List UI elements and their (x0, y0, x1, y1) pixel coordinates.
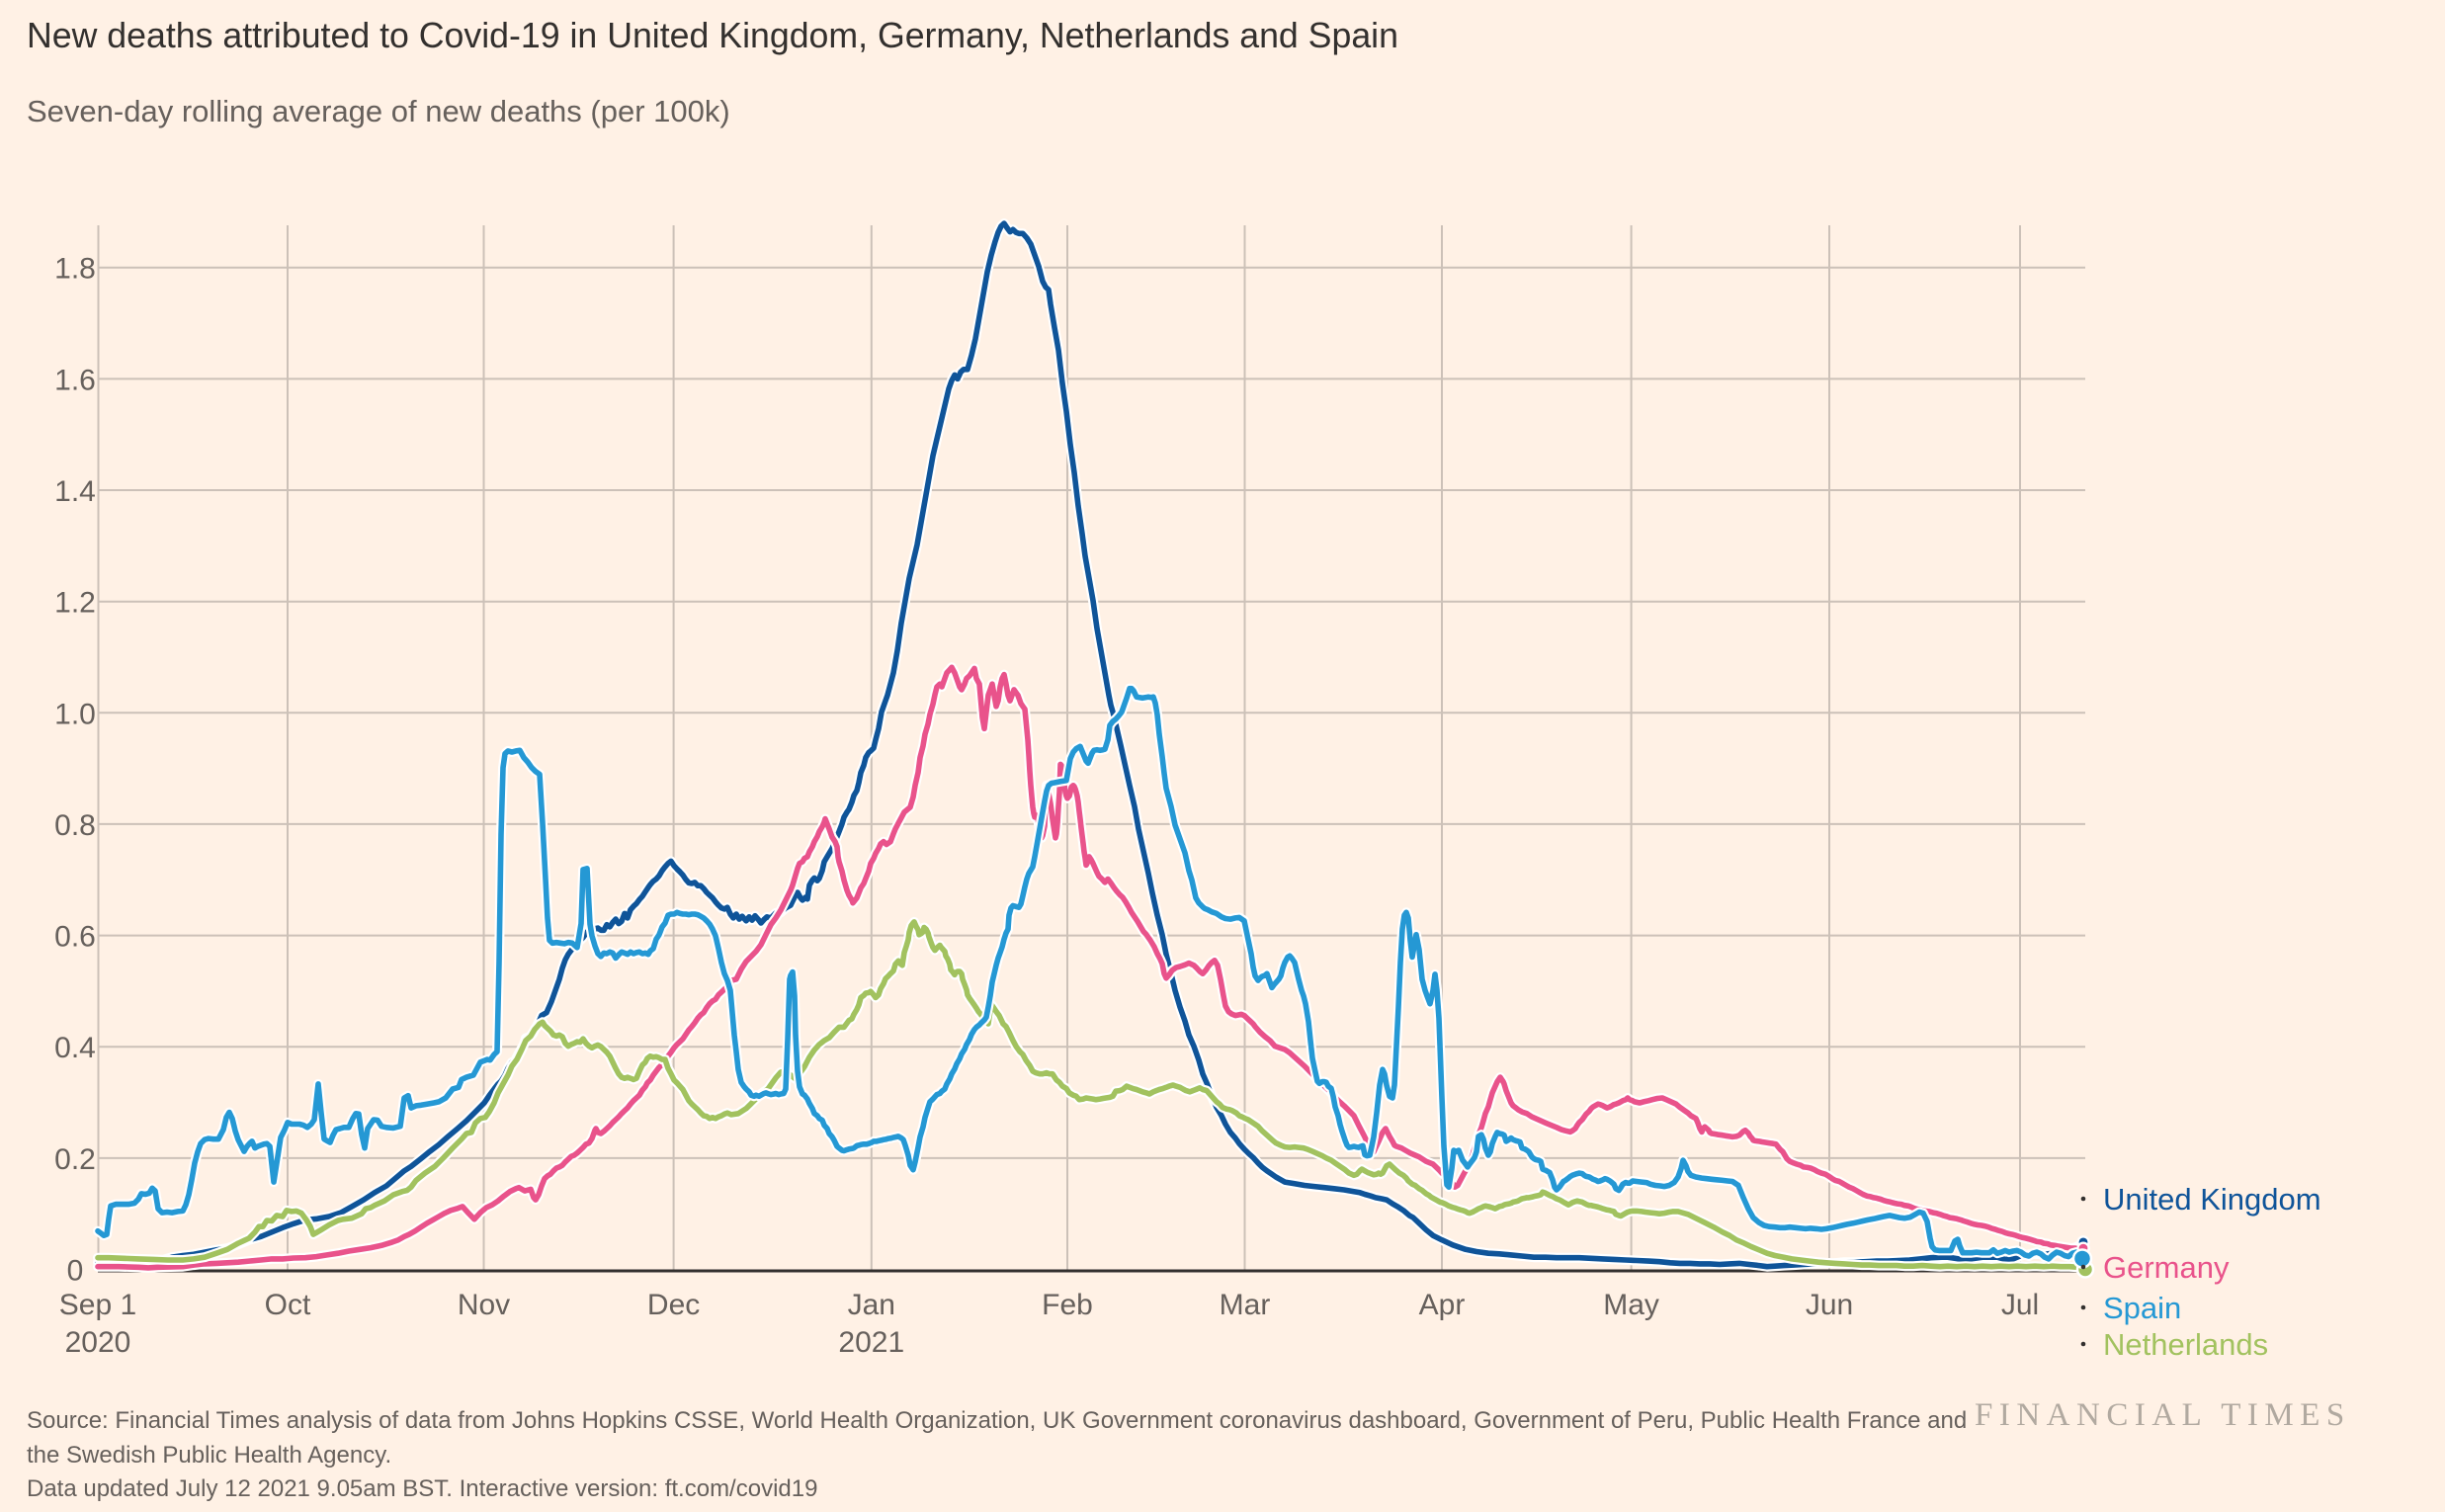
svg-text:0.4: 0.4 (54, 1032, 96, 1064)
svg-text:0.2: 0.2 (54, 1143, 96, 1176)
svg-text:May: May (1603, 1289, 1659, 1321)
svg-text:Mar: Mar (1220, 1289, 1271, 1321)
svg-text:Jan: Jan (848, 1289, 895, 1321)
svg-text:Feb: Feb (1042, 1289, 1093, 1321)
svg-text:1.6: 1.6 (54, 364, 96, 396)
svg-text:1.4: 1.4 (54, 475, 96, 508)
svg-text:Germany: Germany (2103, 1250, 2230, 1285)
svg-text:Nov: Nov (458, 1289, 510, 1321)
svg-text:Spain: Spain (2103, 1291, 2181, 1325)
svg-text:Oct: Oct (265, 1289, 311, 1321)
svg-text:1.2: 1.2 (54, 587, 96, 620)
svg-text:0.6: 0.6 (54, 921, 96, 954)
svg-text:Sep 1: Sep 1 (59, 1289, 136, 1321)
svg-text:United Kingdom: United Kingdom (2103, 1182, 2321, 1217)
svg-text:1.0: 1.0 (54, 698, 96, 730)
svg-text:0.8: 0.8 (54, 809, 96, 842)
svg-text:0: 0 (67, 1255, 84, 1288)
svg-text:Netherlands: Netherlands (2103, 1327, 2268, 1362)
svg-text:1.8: 1.8 (54, 253, 96, 286)
svg-text:2021: 2021 (838, 1326, 904, 1359)
svg-text:Jun: Jun (1806, 1289, 1853, 1321)
svg-text:Apr: Apr (1419, 1289, 1466, 1321)
svg-text:2020: 2020 (65, 1326, 131, 1359)
svg-text:Dec: Dec (647, 1289, 700, 1321)
svg-text:Jul: Jul (2001, 1289, 2039, 1321)
